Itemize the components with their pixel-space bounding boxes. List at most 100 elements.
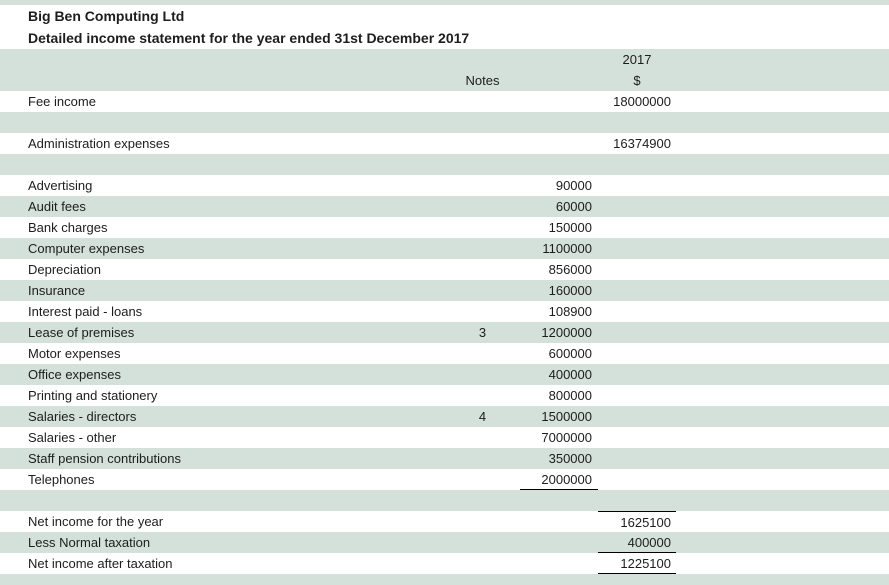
header-row-year: 2017 xyxy=(0,49,889,70)
table-row: Administration expenses 16374900 xyxy=(0,133,889,154)
row-filler xyxy=(676,364,889,385)
row-label: Computer expenses xyxy=(28,241,145,256)
row-total: 400000 xyxy=(598,532,676,553)
row-label: Net income for the year xyxy=(28,514,164,529)
table-row: Printing and stationery 800000 xyxy=(0,385,889,406)
table-row: Office expenses 400000 xyxy=(0,364,889,385)
header-spacer xyxy=(520,49,598,70)
row-label: Lease of premises xyxy=(28,325,135,340)
row-detail: 108900 xyxy=(548,304,592,319)
header-spacer xyxy=(0,49,445,70)
row-label xyxy=(0,154,445,175)
row-detail: 856000 xyxy=(548,262,592,277)
row-detail: 1100000 xyxy=(542,241,592,256)
row-note: 4 xyxy=(478,409,487,424)
row-detail xyxy=(520,511,598,532)
row-filler xyxy=(676,406,889,427)
table-row: Lease of premises 3 1200000 xyxy=(0,322,889,343)
row-note xyxy=(445,364,520,385)
row-note: 3 xyxy=(478,325,487,340)
row-detail xyxy=(520,154,598,175)
table-row: Telephones 2000000 xyxy=(0,469,889,490)
row-label: Advertising xyxy=(28,178,93,193)
top-band xyxy=(0,0,889,5)
row-note xyxy=(445,490,520,511)
table-row: Interest paid - loans 108900 xyxy=(0,301,889,322)
row-label: Office expenses xyxy=(28,367,121,382)
row-detail xyxy=(520,490,598,511)
row-label xyxy=(0,112,445,133)
table-row: Staff pension contributions 350000 xyxy=(0,448,889,469)
row-total xyxy=(598,217,676,238)
row-detail: 7000000 xyxy=(541,430,592,445)
row-detail: 90000 xyxy=(555,178,592,193)
header-row-columns: Notes $ xyxy=(0,70,889,91)
table-row: Advertising 90000 xyxy=(0,175,889,196)
row-filler xyxy=(676,553,889,574)
row-note xyxy=(445,112,520,133)
table-row: Motor expenses 600000 xyxy=(0,343,889,364)
row-detail xyxy=(520,532,598,553)
row-filler xyxy=(676,154,889,175)
row-label: Administration expenses xyxy=(28,136,170,151)
row-total: 1225100 xyxy=(598,553,676,574)
row-filler xyxy=(676,490,889,511)
row-note xyxy=(445,217,520,238)
row-label: Salaries - other xyxy=(28,430,117,445)
row-label xyxy=(0,490,445,511)
row-note xyxy=(445,91,520,112)
row-total xyxy=(598,427,676,448)
statement-title: Detailed income statement for the year e… xyxy=(0,27,889,49)
table-row: Computer expenses 1100000 xyxy=(0,238,889,259)
row-detail: 150000 xyxy=(548,220,592,235)
row-total xyxy=(598,112,676,133)
table-row xyxy=(0,112,889,133)
row-note xyxy=(445,301,520,322)
row-label: Motor expenses xyxy=(28,346,121,361)
row-filler xyxy=(676,301,889,322)
row-label: Depreciation xyxy=(28,262,101,277)
row-label: Fee income xyxy=(28,94,96,109)
row-filler xyxy=(676,532,889,553)
bottom-band xyxy=(0,574,889,585)
row-label: Staff pension contributions xyxy=(28,451,181,466)
row-filler xyxy=(676,448,889,469)
row-filler xyxy=(676,385,889,406)
row-note xyxy=(445,385,520,406)
row-detail: 1200000 xyxy=(541,325,592,340)
row-total xyxy=(598,301,676,322)
row-filler xyxy=(676,343,889,364)
row-label: Insurance xyxy=(28,283,86,298)
row-total: 1625100 xyxy=(598,511,676,532)
row-detail xyxy=(520,553,598,574)
row-filler xyxy=(676,91,889,112)
row-detail: 1500000 xyxy=(541,409,592,424)
row-total xyxy=(598,154,676,175)
table-row: Salaries - other 7000000 xyxy=(0,427,889,448)
table-row: Net income after taxation 1225100 xyxy=(0,553,889,574)
row-total xyxy=(598,196,676,217)
row-note xyxy=(445,532,520,553)
row-note xyxy=(445,343,520,364)
row-note xyxy=(445,427,520,448)
notes-column-header: Notes xyxy=(465,73,500,88)
header-spacer xyxy=(676,49,889,70)
row-label: Audit fees xyxy=(28,199,86,214)
table-row: Fee income 18000000 xyxy=(0,91,889,112)
row-label: Interest paid - loans xyxy=(28,304,143,319)
row-label: Printing and stationery xyxy=(28,388,158,403)
row-filler xyxy=(676,280,889,301)
row-label: Salaries - directors xyxy=(28,409,137,424)
year-column-header: 2017 xyxy=(622,52,652,67)
row-total xyxy=(598,448,676,469)
table-row: Net income for the year 1625100 xyxy=(0,511,889,532)
row-detail: 60000 xyxy=(555,199,592,214)
header-spacer xyxy=(520,70,598,91)
row-total xyxy=(598,175,676,196)
table-row: Insurance 160000 xyxy=(0,280,889,301)
row-total: 16374900 xyxy=(613,136,671,151)
row-total: 18000000 xyxy=(613,94,671,109)
row-filler xyxy=(676,259,889,280)
row-total xyxy=(598,322,676,343)
